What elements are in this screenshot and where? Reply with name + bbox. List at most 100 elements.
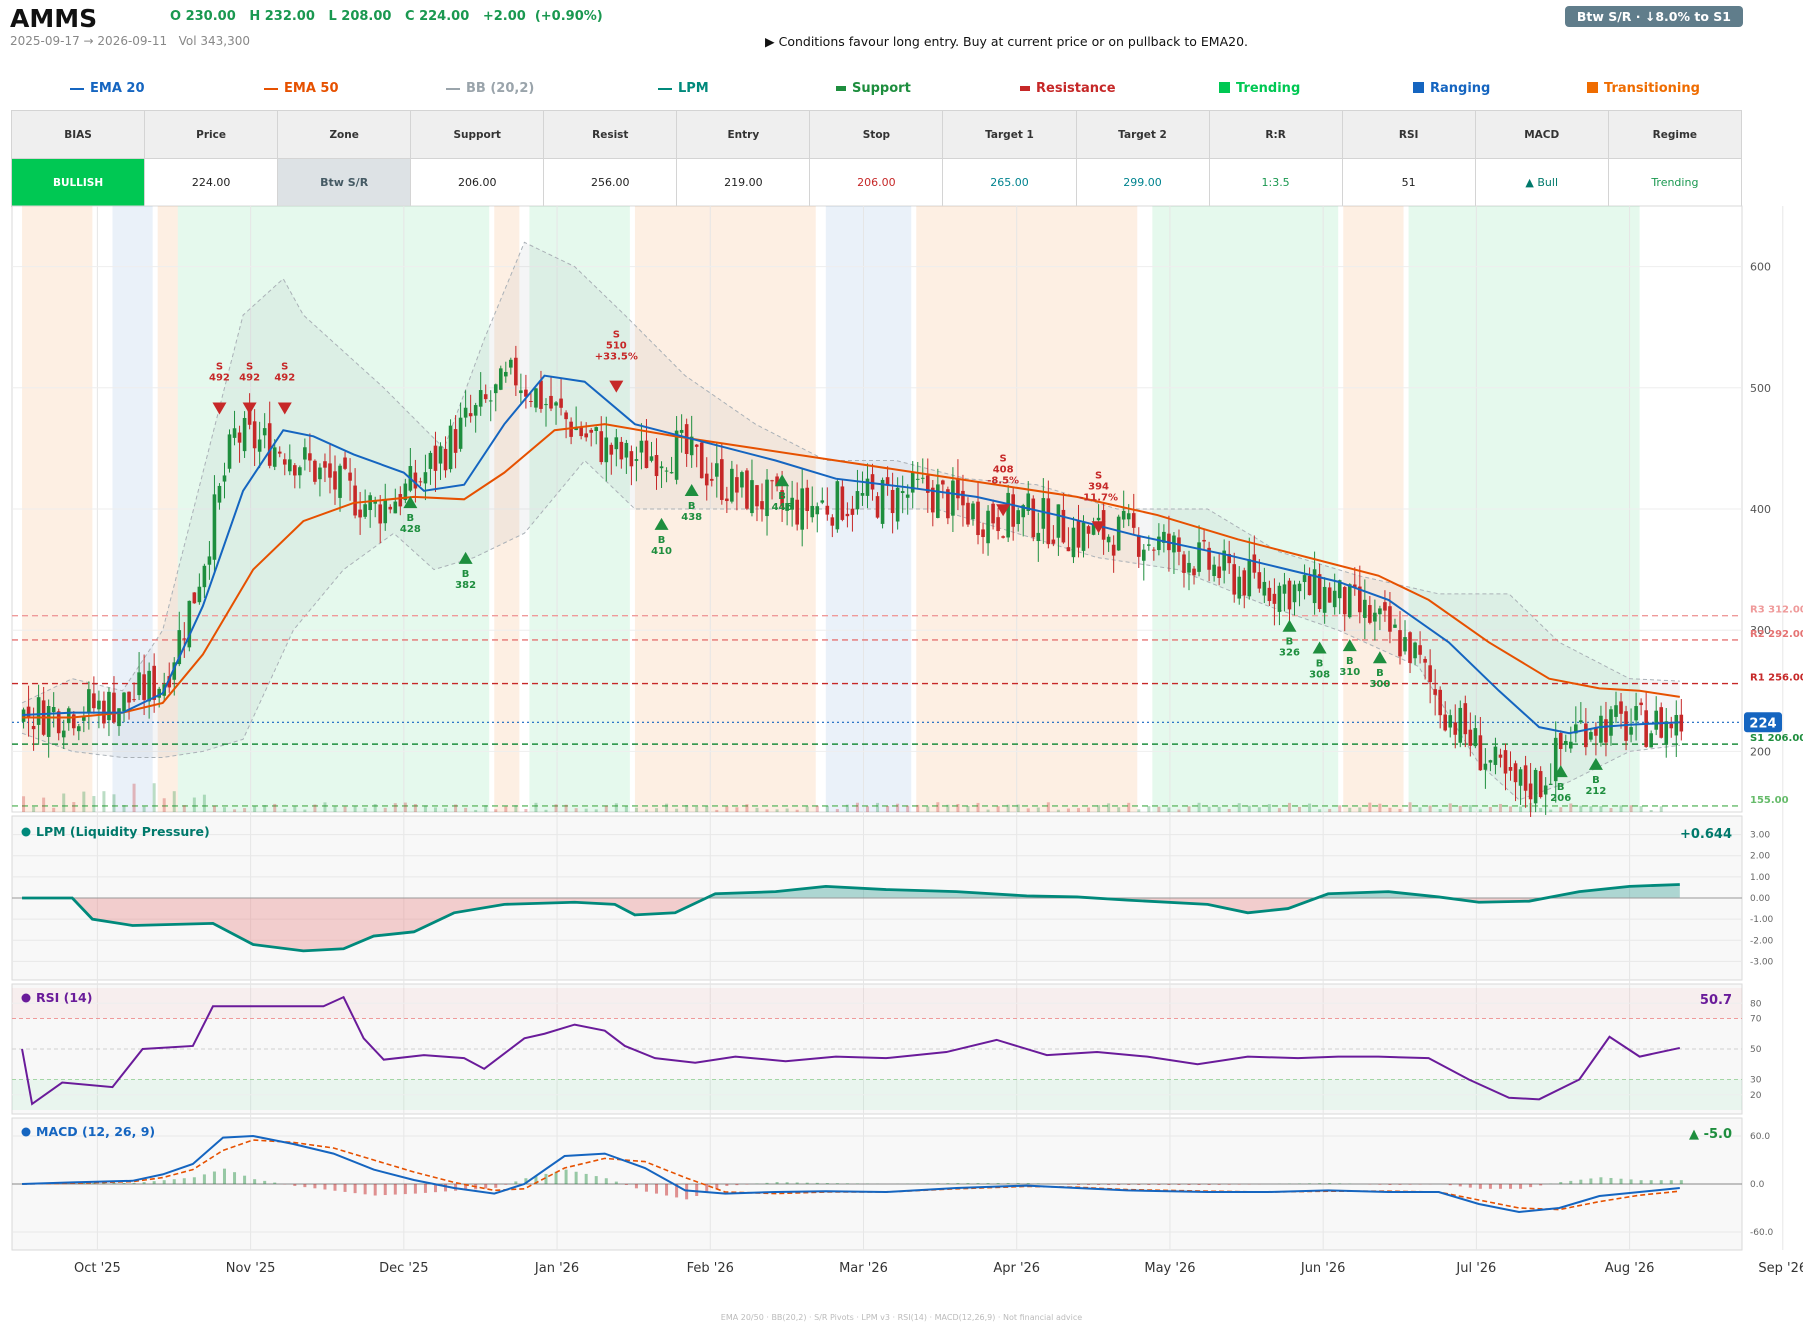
summary-value-support: 206.00 <box>410 158 545 207</box>
legend-item-lpm: LPM <box>658 81 709 96</box>
volume-bar <box>1157 806 1161 812</box>
macd-histogram-bar <box>735 1184 739 1186</box>
volume-bar <box>1076 808 1080 812</box>
buy-signal-price: 428 <box>400 524 421 535</box>
macd-histogram-bar <box>1066 1184 1070 1185</box>
candle-body <box>488 400 493 402</box>
rsi-y-tick: 70 <box>1750 1015 1762 1025</box>
volume-bar <box>182 805 186 812</box>
candle-body <box>579 426 583 437</box>
candle-body <box>298 467 302 476</box>
candle-body <box>1609 709 1613 736</box>
macd-histogram-bar <box>1639 1180 1643 1184</box>
sell-signal-return: +33.5% <box>595 352 638 363</box>
volume-bar <box>383 807 387 812</box>
x-tick-label: Dec '25 <box>379 1261 428 1276</box>
volume-bar <box>1006 804 1010 812</box>
candle-body <box>730 468 734 502</box>
candle-body <box>1498 754 1503 758</box>
volume-bar <box>1016 804 1020 812</box>
candle-body <box>413 472 418 489</box>
macd-histogram-bar <box>363 1184 367 1195</box>
candle-body <box>1307 575 1312 596</box>
volume-bar <box>1659 806 1663 812</box>
macd-histogram-bar <box>544 1173 548 1184</box>
candle-body <box>1584 723 1588 748</box>
macd-histogram-bar <box>1227 1184 1231 1185</box>
volume-bar <box>32 806 36 812</box>
legend-item-ranging: Ranging <box>1413 81 1490 96</box>
candle-body <box>1212 564 1216 577</box>
summary-header-r-r: R:R <box>1208 110 1343 159</box>
legend-label: Support <box>852 81 911 96</box>
candle-body <box>1317 574 1322 610</box>
volume-bar <box>574 808 578 812</box>
buy-signal-price: 410 <box>651 546 672 557</box>
candle-body <box>941 480 945 485</box>
volume-bar <box>815 805 819 812</box>
macd-histogram-bar <box>1107 1184 1111 1185</box>
legend-swatch <box>264 87 278 90</box>
candle-body <box>1423 658 1427 663</box>
buy-signal-marker <box>1588 757 1603 770</box>
volume-bar <box>1087 807 1091 812</box>
candle-body <box>720 459 724 500</box>
sr-badge: Btw S/R · ↓8.0% to S1 <box>1564 6 1743 27</box>
macd-histogram-bar <box>524 1178 528 1184</box>
volume-bar <box>504 806 508 812</box>
candle-body <box>1433 689 1437 695</box>
macd-histogram-bar <box>996 1183 1000 1184</box>
x-tick-label: Aug '26 <box>1605 1261 1655 1276</box>
volume-bar <box>986 809 990 812</box>
candle-body <box>971 503 975 520</box>
buy-signal-marker <box>775 474 790 487</box>
candle-body <box>207 556 212 565</box>
x-tick-label: Feb '26 <box>687 1261 734 1276</box>
volume-bar <box>1026 808 1030 812</box>
candle-body <box>1327 587 1332 603</box>
macd-histogram-bar <box>353 1184 357 1194</box>
volume-bar <box>785 808 789 812</box>
candle-body <box>519 390 523 394</box>
x-tick-label: Jun '26 <box>1300 1261 1346 1276</box>
macd-histogram-bar <box>102 1183 106 1184</box>
macd-histogram-bar <box>433 1184 437 1193</box>
volume-bar <box>353 806 357 812</box>
buy-signal-label: B <box>407 513 415 524</box>
sell-signal-label: S <box>1095 470 1102 481</box>
summary-header-price: Price <box>144 110 279 159</box>
candle-body <box>549 395 553 409</box>
candle-body <box>569 421 573 437</box>
volume-bar <box>212 805 216 812</box>
sell-signal-label: S <box>281 361 288 372</box>
volume-bar <box>946 804 950 812</box>
candle-body <box>1036 532 1041 542</box>
candle-body <box>1111 544 1116 556</box>
volume-bar <box>1579 805 1583 812</box>
candle-body <box>61 730 66 738</box>
candle-body <box>634 459 639 461</box>
volume-bar <box>1217 806 1221 812</box>
candle-body <box>1548 783 1553 785</box>
candle-body <box>961 490 965 506</box>
macd-histogram-bar <box>192 1177 196 1184</box>
macd-histogram-bar <box>122 1183 126 1184</box>
volume-bar <box>263 805 267 812</box>
rsi-title: RSI (14) <box>36 990 92 1005</box>
volume-bar <box>1368 802 1372 812</box>
candle-body <box>1141 549 1146 561</box>
candle-body <box>674 430 679 480</box>
macd-title: MACD (12, 26, 9) <box>36 1124 155 1139</box>
volume-bar <box>142 806 146 812</box>
candle-body <box>1523 765 1528 791</box>
macd-histogram-bar <box>1076 1184 1080 1185</box>
volume-bar <box>765 809 769 812</box>
macd-histogram-bar <box>715 1184 719 1190</box>
legend-swatch <box>658 87 672 90</box>
candle-body <box>1513 763 1518 783</box>
volume-bar <box>1117 807 1121 812</box>
candle-body <box>614 437 619 450</box>
macd-histogram-bar <box>1016 1183 1020 1184</box>
candle-body <box>629 451 634 467</box>
macd-histogram-bar <box>1026 1183 1030 1184</box>
